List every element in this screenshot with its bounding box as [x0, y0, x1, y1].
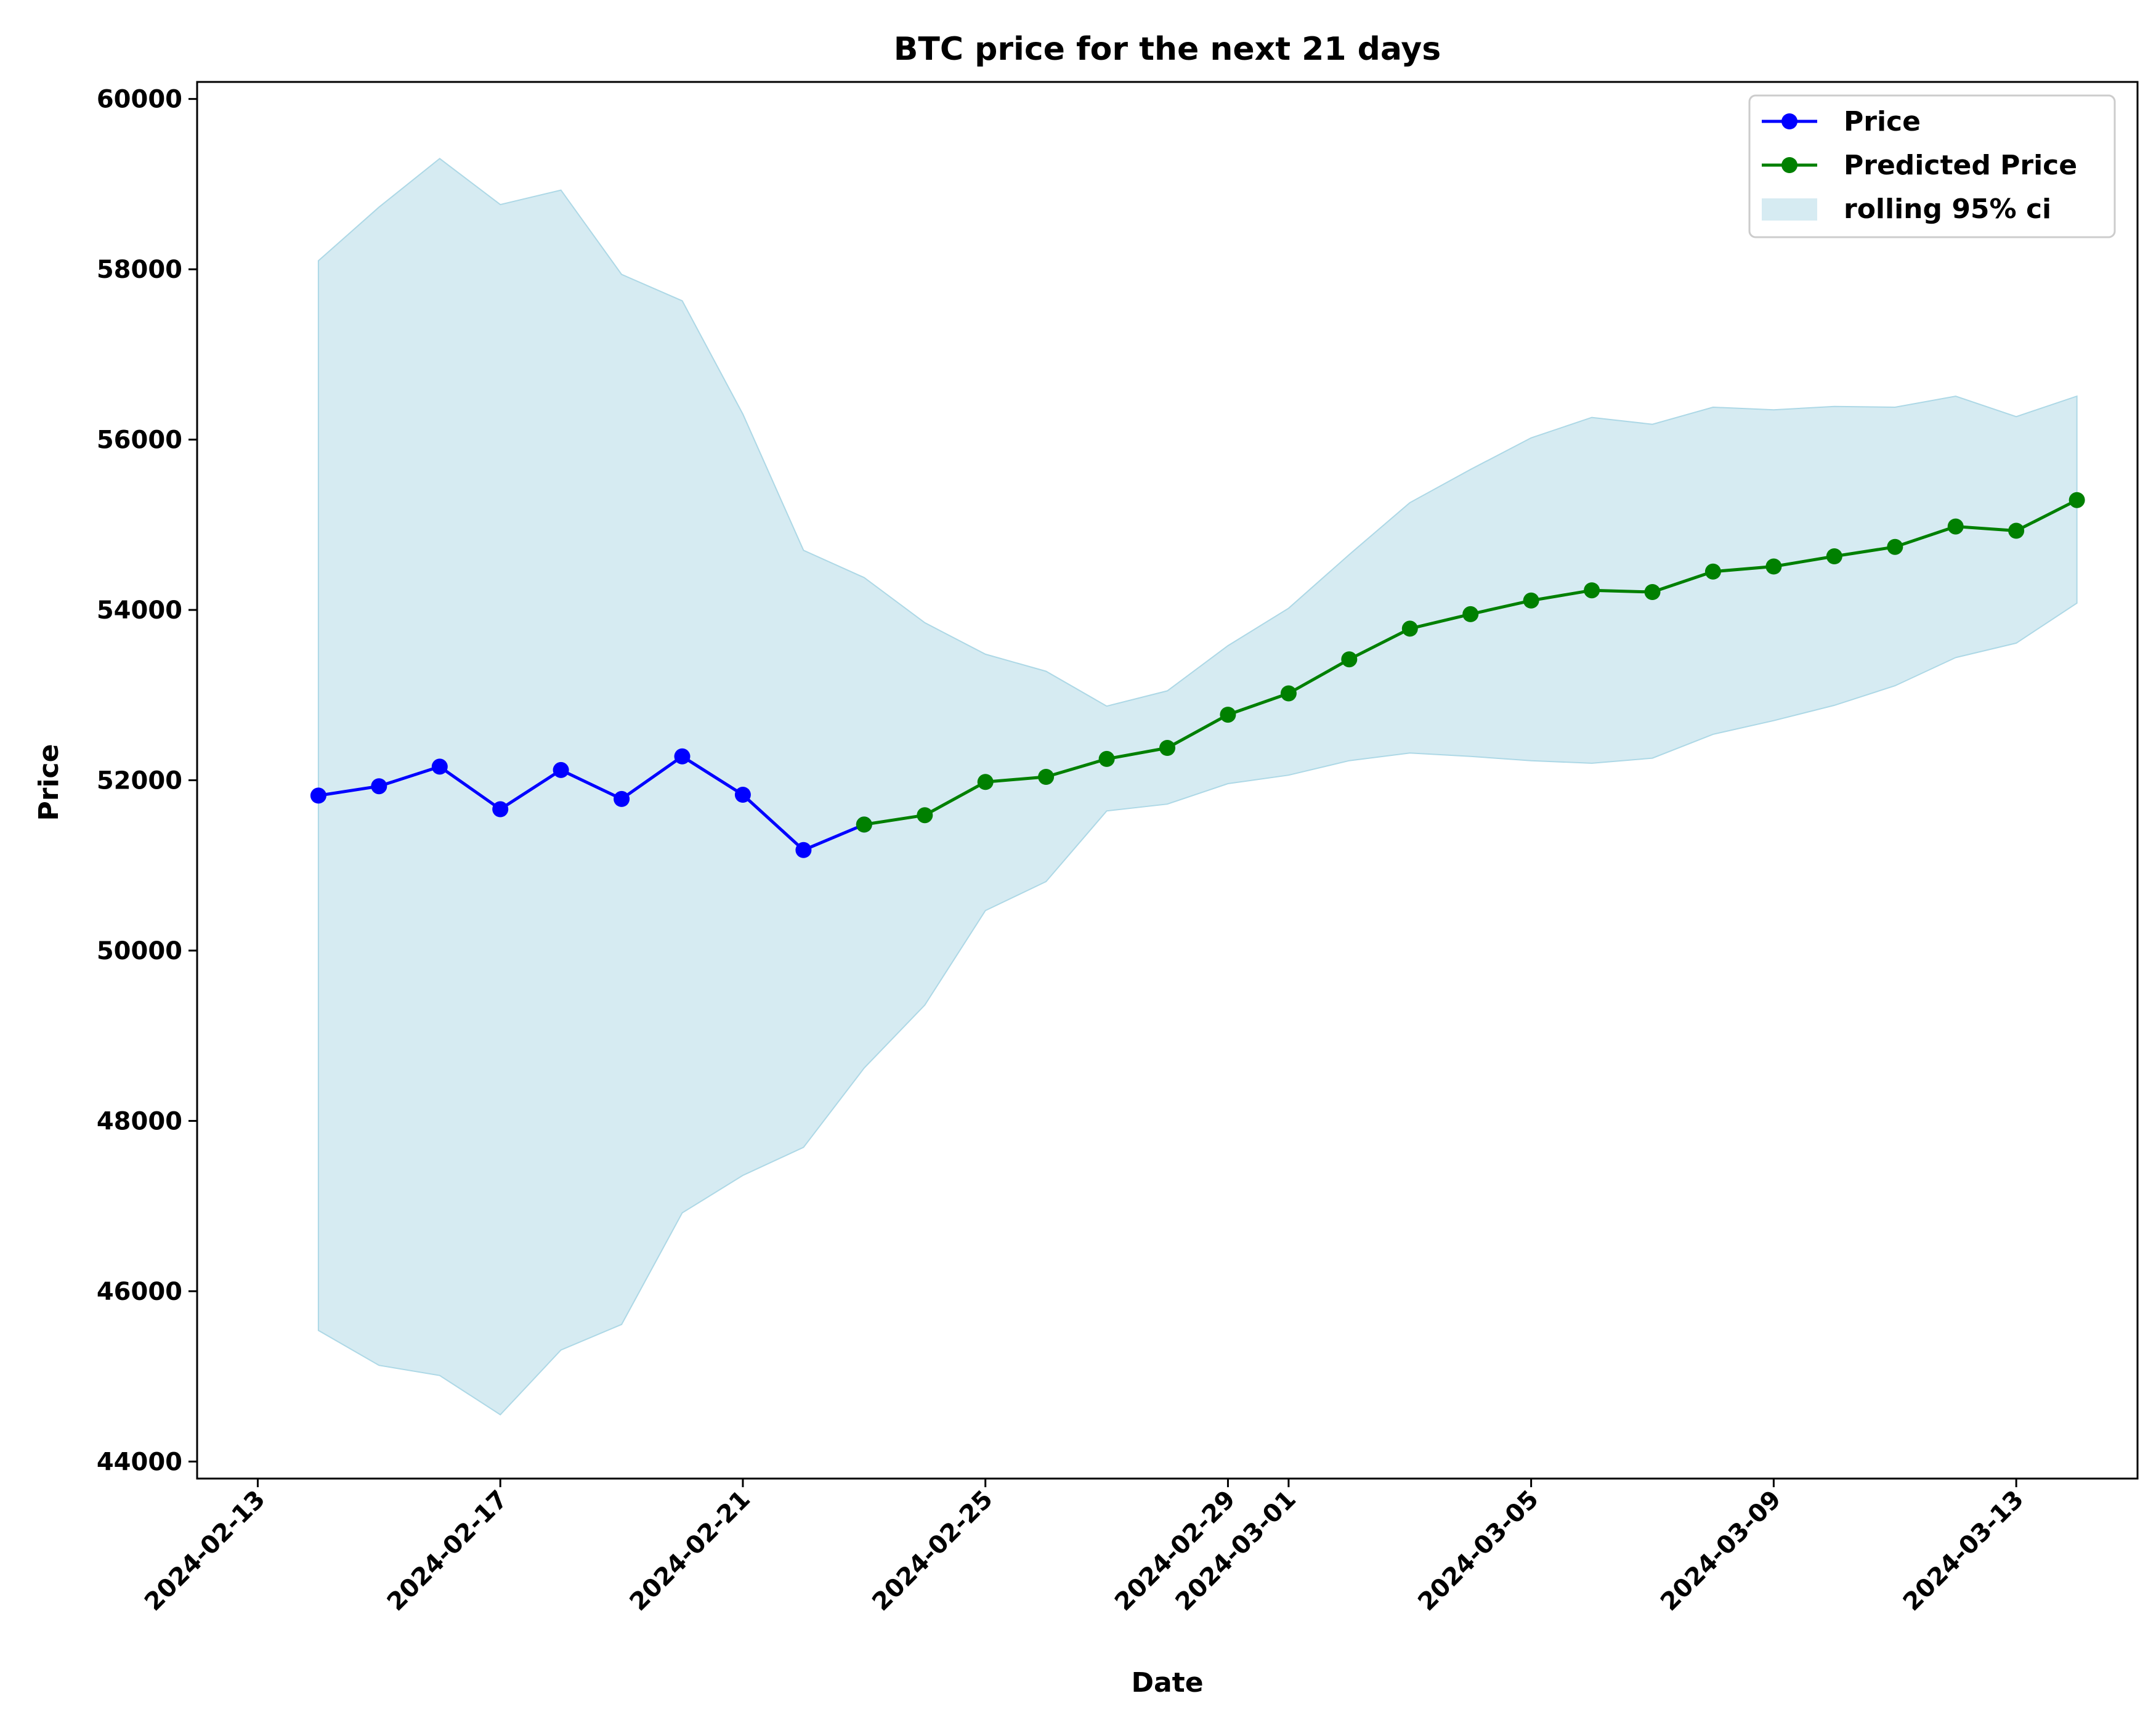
y-tick-label: 58000: [97, 256, 182, 284]
y-tick-label: 60000: [97, 86, 182, 114]
legend-predicted-label: Predicted Price: [1844, 150, 2077, 181]
points-layer: [310, 492, 2085, 858]
predicted-price-point: [1159, 740, 1175, 756]
price-point: [614, 790, 630, 807]
predicted-price-point: [1584, 582, 1600, 599]
predicted-price-point: [1765, 558, 1782, 575]
predicted-price-point: [917, 807, 933, 824]
y-tick-label: 48000: [97, 1107, 182, 1135]
predicted-price-point: [1220, 707, 1236, 723]
y-axis: 44000 46000 48000 50000 52000 54000 56000 58000…: [97, 86, 197, 1476]
predicted-price-point: [1462, 606, 1479, 622]
y-tick-label: 52000: [97, 767, 182, 795]
price-point: [431, 758, 448, 775]
chart-title: BTC price for the next 21 days: [894, 31, 1441, 68]
predicted-price-point: [1523, 592, 1539, 609]
predicted-price-point: [1401, 620, 1418, 637]
price-point: [674, 748, 691, 765]
y-tick-label: 44000: [97, 1448, 182, 1476]
predicted-price-point: [1947, 518, 1964, 535]
legend-ci-label: rolling 95% ci: [1844, 193, 2051, 225]
plot-area: [196, 81, 2139, 1480]
predicted-price-point: [1826, 548, 1842, 564]
legend-price-marker: [1781, 113, 1797, 129]
predicted-price-point: [856, 816, 872, 833]
price-point: [734, 787, 751, 803]
legend: Price Predicted Price rolling 95% ci: [1748, 94, 2116, 238]
predicted-price-point: [1341, 651, 1358, 668]
predicted-price-point: [1704, 563, 1721, 580]
predicted-price-point: [1887, 538, 1903, 555]
predicted-price-point: [1280, 685, 1297, 702]
legend-box: [1748, 94, 2116, 238]
predicted-price-point: [2069, 492, 2085, 508]
predicted-price-point: [1644, 584, 1661, 600]
price-series-line: [318, 755, 865, 852]
ci-layer: [317, 158, 2078, 1416]
price-point: [553, 761, 569, 778]
y-tick-label: 46000: [97, 1278, 182, 1306]
y-tick-label: 54000: [97, 596, 182, 625]
price-point: [371, 778, 387, 795]
ci-band: [317, 158, 2078, 1416]
predicted-price-point: [2008, 522, 2025, 539]
price-point: [492, 801, 509, 818]
y-axis-label: Price: [33, 744, 65, 821]
legend-predicted-marker: [1781, 157, 1797, 173]
legend-price-label: Price: [1844, 106, 1921, 137]
predicted-price-point: [1038, 769, 1055, 785]
x-axis-label: Date: [1131, 1667, 1203, 1699]
price-point: [795, 842, 812, 858]
y-tick-label: 56000: [97, 426, 182, 455]
y-tick-label: 50000: [97, 937, 182, 965]
price-point: [310, 787, 326, 804]
predicted-price-point: [977, 774, 994, 790]
predicted-price-point: [1098, 750, 1115, 767]
legend-ci-swatch: [1762, 198, 1817, 221]
